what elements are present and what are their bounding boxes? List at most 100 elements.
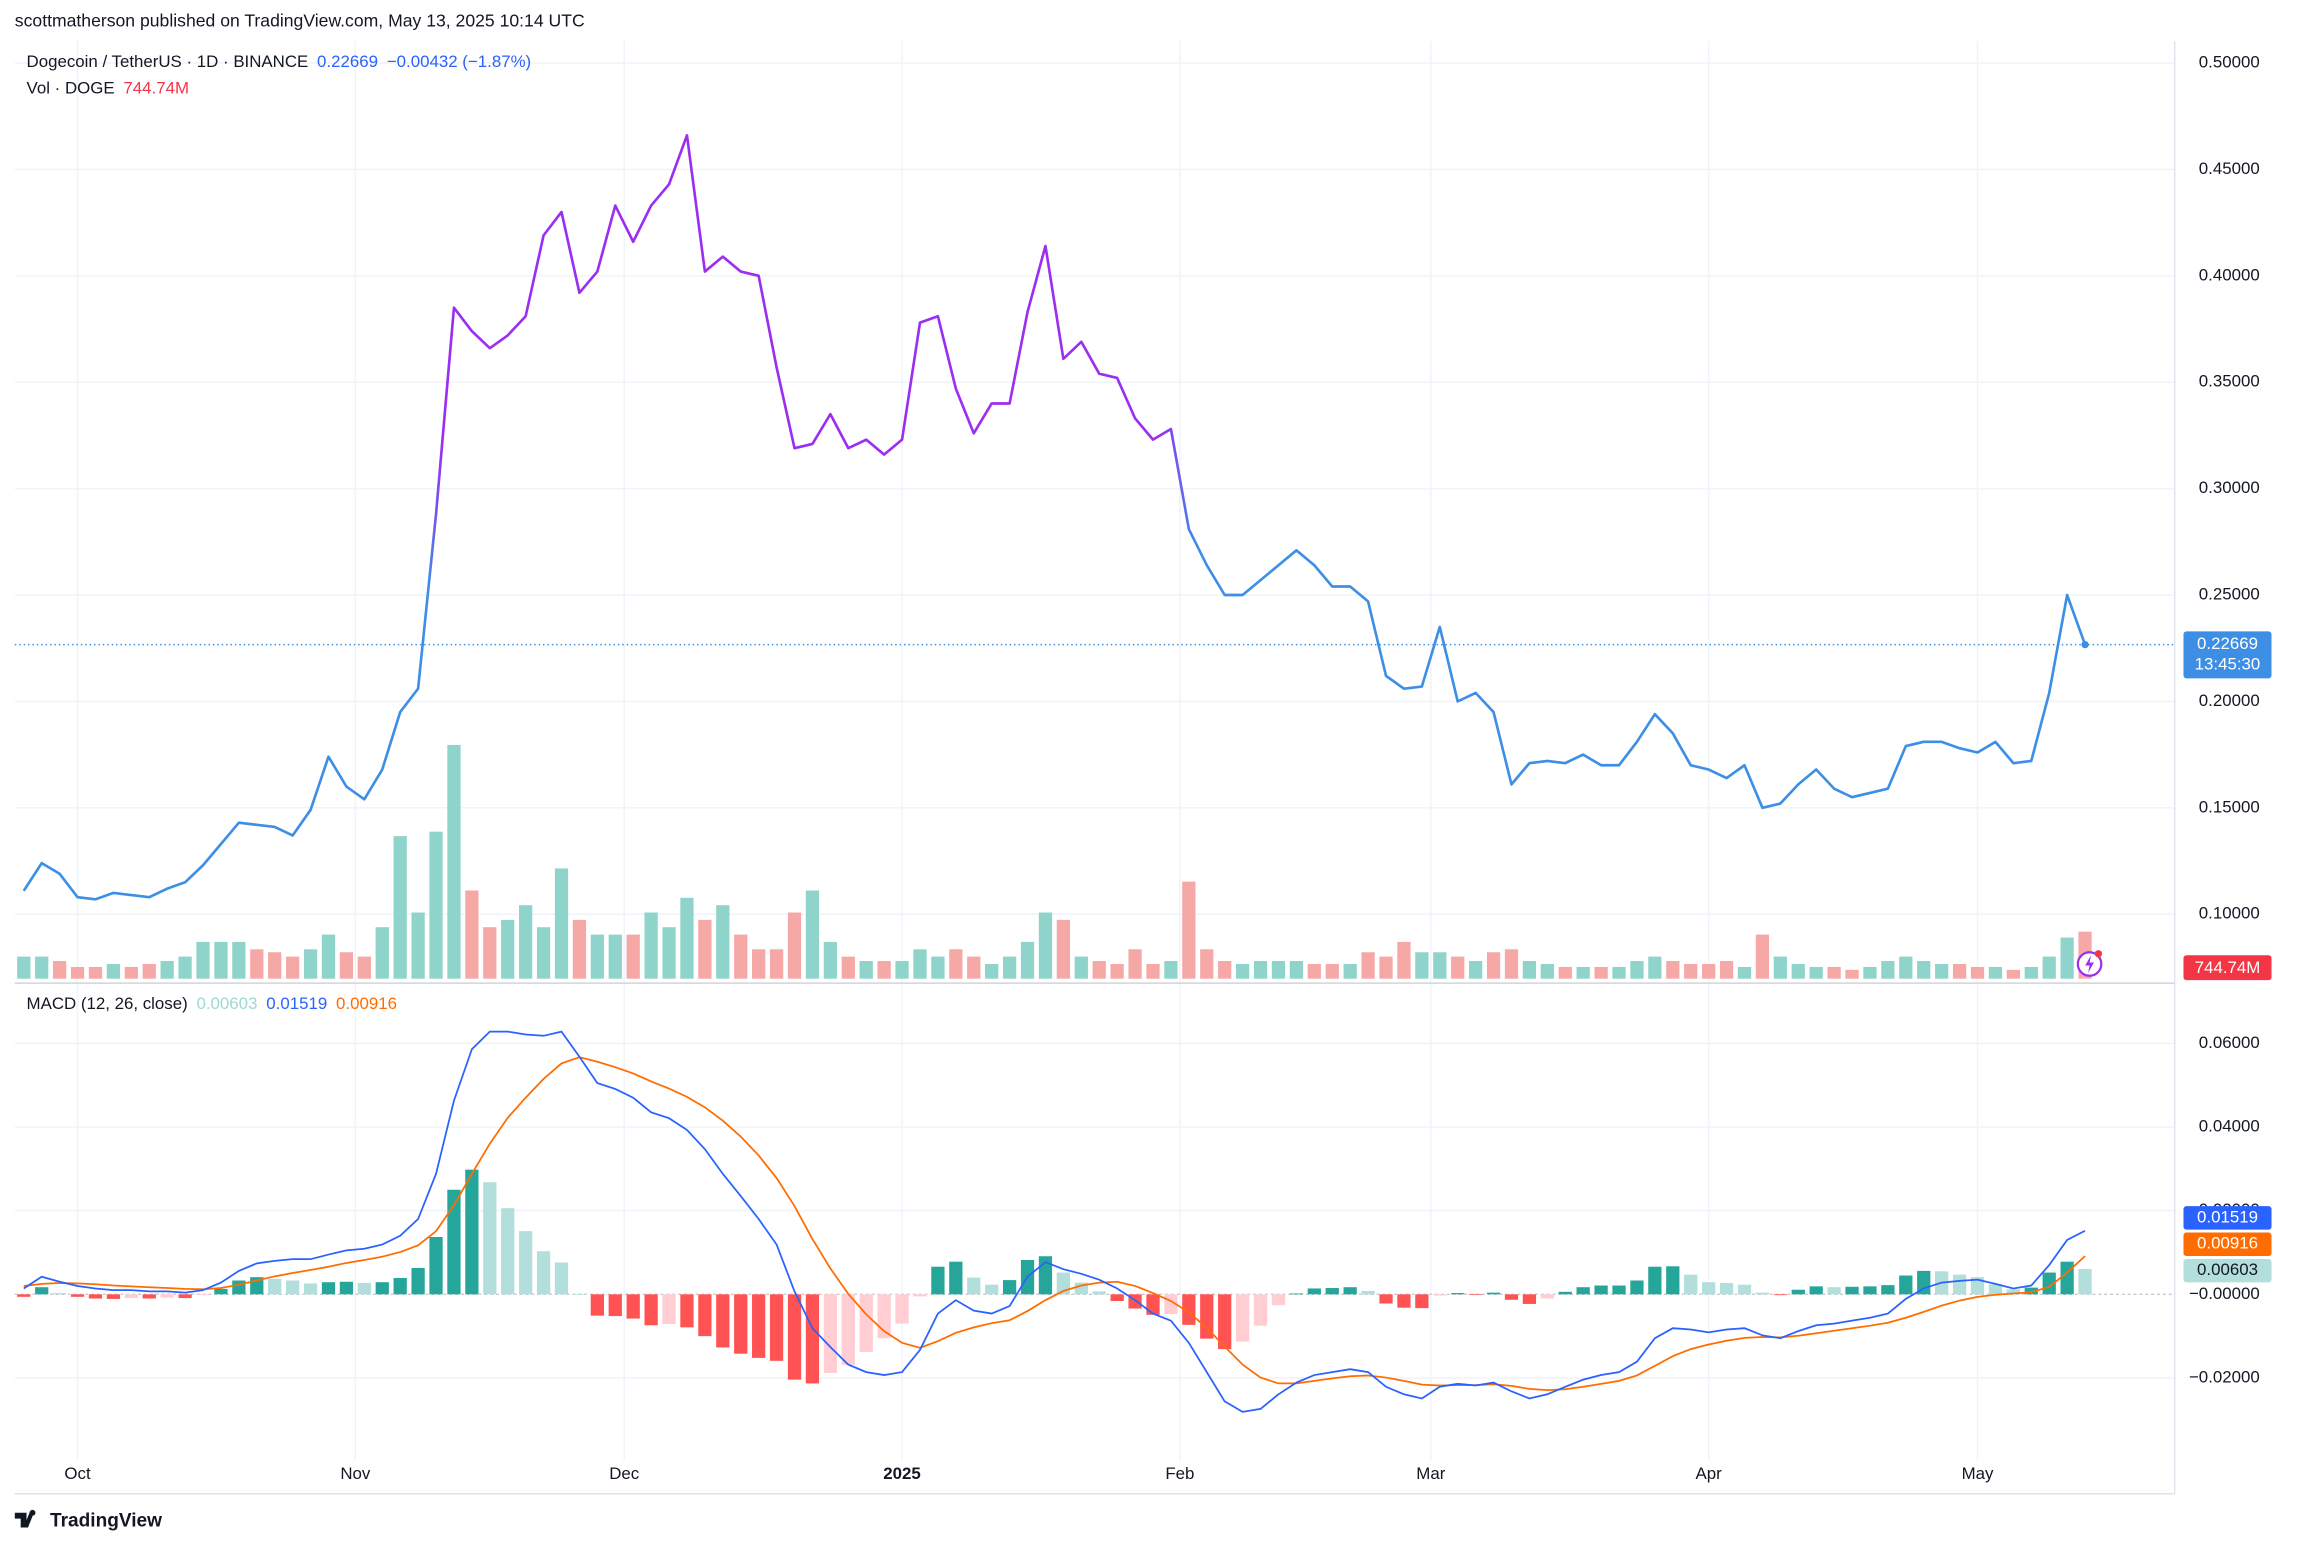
volume-value: 744.74M	[123, 79, 189, 98]
histogram-bar	[841, 1294, 855, 1366]
volume-bar	[35, 956, 49, 979]
histogram-bar	[1988, 1284, 2003, 1295]
volume-bar	[1379, 956, 1393, 979]
volume-bar	[232, 941, 246, 979]
volume-bar	[805, 890, 820, 979]
histogram-bar	[1522, 1294, 1537, 1304]
histogram-bar	[1540, 1294, 1554, 1299]
volume-bar	[429, 831, 443, 979]
volume-bar	[160, 961, 174, 979]
histogram-bar	[536, 1251, 551, 1295]
volume-bar	[106, 963, 121, 979]
macd-title: MACD (12, 26, close)	[27, 995, 188, 1014]
histogram-bar	[1200, 1294, 1214, 1339]
y-tick-label: 0.30000	[2199, 478, 2260, 497]
histogram-bar	[35, 1287, 49, 1295]
volume-bar	[1917, 961, 1931, 979]
volume-bar	[519, 905, 533, 979]
brand-logo	[14, 1509, 36, 1528]
legend-price: 0.22669	[317, 53, 378, 72]
histogram-bar	[268, 1278, 282, 1295]
histogram-bar	[967, 1277, 981, 1295]
alert-dot	[2094, 950, 2103, 958]
volume-bar	[949, 949, 963, 979]
volume-bar	[2042, 956, 2056, 979]
volume-bar	[859, 961, 873, 979]
volume-bar	[1773, 956, 1787, 979]
histogram-bar	[608, 1294, 622, 1317]
volume-tag	[2183, 955, 2272, 981]
histogram-bar	[752, 1294, 766, 1358]
volume-bar	[1486, 952, 1501, 979]
volume-bar	[734, 934, 748, 979]
histogram-bar	[1773, 1294, 1787, 1296]
histogram-bar	[465, 1169, 479, 1295]
histogram-bar	[1666, 1266, 1680, 1295]
volume-bar	[1271, 961, 1286, 979]
histogram-bar	[734, 1294, 748, 1354]
volume-bar	[787, 912, 802, 979]
volume-bar	[303, 949, 318, 979]
histogram-bar	[321, 1282, 336, 1295]
volume-bar	[698, 919, 712, 979]
histogram-bar	[1397, 1294, 1411, 1308]
volume-bar	[1791, 963, 1805, 979]
volume-bar	[1952, 963, 1967, 979]
histogram-bar	[1379, 1294, 1393, 1304]
histogram-bar	[1218, 1294, 1232, 1350]
histogram-bar	[1612, 1285, 1626, 1295]
volume-bar	[88, 966, 103, 979]
y-tick-label: −0.02000	[2189, 1367, 2260, 1386]
volume-bar	[590, 934, 604, 979]
histogram-bar	[895, 1294, 909, 1324]
volume-bar	[1361, 952, 1375, 979]
histogram-bar	[1952, 1274, 1967, 1295]
histogram-bar	[769, 1294, 784, 1361]
histogram-bar	[1737, 1284, 1752, 1295]
histogram-bar	[1325, 1288, 1339, 1295]
volume-bar	[2060, 937, 2074, 979]
volume-bar	[393, 836, 407, 979]
volume-bar	[1719, 961, 1734, 979]
volume-bar	[411, 912, 425, 979]
volume-bar	[1504, 949, 1519, 979]
histogram-bar	[985, 1284, 999, 1295]
volume-bar	[1809, 966, 1823, 979]
volume-bar	[554, 868, 569, 979]
histogram-bar	[1253, 1294, 1268, 1326]
histogram-bar	[1056, 1272, 1071, 1295]
volume-title: Vol · DOGE	[27, 79, 115, 98]
volume-bar	[447, 744, 461, 979]
histogram-bar	[805, 1294, 820, 1384]
volume-bar	[913, 949, 927, 979]
x-tick-label: Oct	[64, 1464, 91, 1483]
volume-bar	[931, 956, 945, 979]
histogram-bar	[178, 1294, 192, 1299]
histogram-bar	[859, 1294, 873, 1353]
histogram-bar	[1182, 1294, 1196, 1325]
volume-bar	[142, 963, 156, 979]
histogram-bar	[232, 1280, 246, 1295]
volume-bar	[1307, 963, 1321, 979]
volume-bar	[662, 927, 676, 979]
volume-bar	[1648, 956, 1662, 979]
histogram-bar	[931, 1266, 945, 1295]
volume-bar	[1415, 952, 1429, 979]
histogram-bar	[1791, 1289, 1805, 1295]
histogram-tag	[2183, 1258, 2272, 1283]
histogram-bar	[1719, 1283, 1734, 1295]
x-tick-label: Apr	[1696, 1464, 1723, 1483]
volume-bar	[1684, 963, 1698, 979]
x-tick-label: Nov	[340, 1464, 371, 1483]
volume-bar	[1558, 966, 1572, 979]
legend-signal: 0.00916	[336, 995, 397, 1014]
histogram-bar	[913, 1294, 927, 1297]
histogram-bar	[949, 1261, 963, 1295]
histogram-bar	[501, 1208, 515, 1295]
histogram-bar	[1289, 1293, 1304, 1295]
histogram-bar	[124, 1294, 138, 1299]
histogram-bar	[823, 1294, 837, 1373]
histogram-bar	[554, 1262, 569, 1295]
volume-bar	[1146, 963, 1160, 979]
